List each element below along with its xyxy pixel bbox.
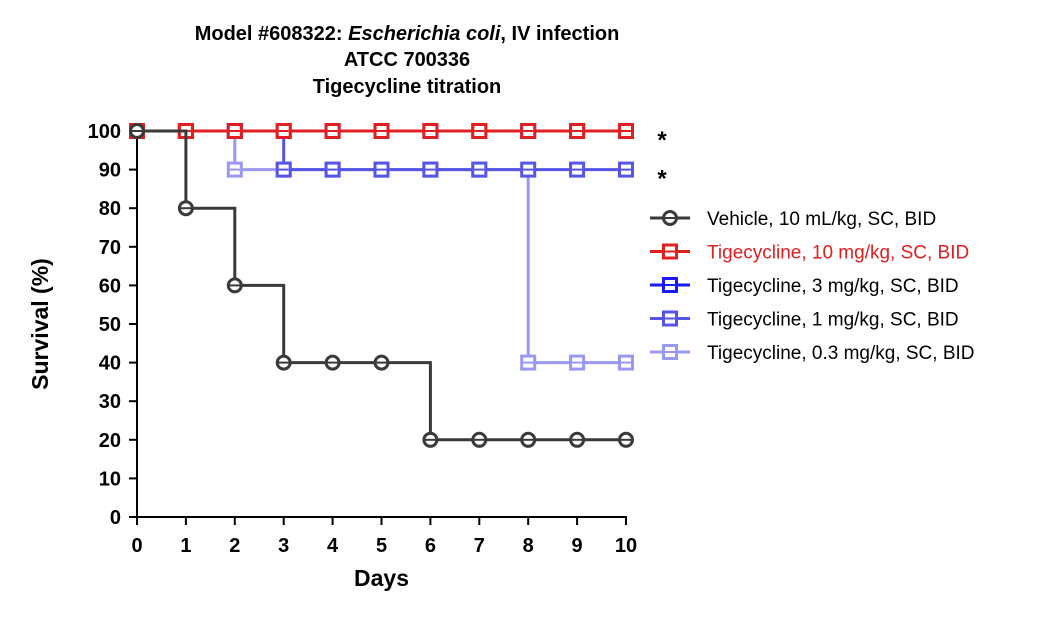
y-tick-label: 30	[99, 391, 121, 413]
x-tick-label: 6	[425, 535, 436, 557]
y-tick-label: 10	[99, 468, 121, 490]
legend-label: Vehicle, 10 mL/kg, SC, BID	[707, 209, 936, 230]
chart-title-line-1: Model #608322: Escherichia coli, IV infe…	[195, 23, 620, 46]
chart-title-line-2: ATCC 700336	[343, 49, 471, 71]
x-tick-label: 4	[327, 535, 339, 557]
y-tick-label: 60	[99, 275, 121, 297]
y-tick-label: 20	[99, 430, 121, 452]
legend-label: Tigecycline, 0.3 mg/kg, SC, BID	[707, 343, 975, 364]
y-tick-label: 100	[88, 121, 121, 143]
significance-asterisk: *	[657, 127, 667, 154]
y-tick-label: 90	[99, 160, 121, 182]
chart-title-line-3: Tigecycline titration	[312, 76, 502, 98]
chart-title-suffix: , IV infection	[500, 23, 620, 45]
legend-label: Tigecycline, 3 mg/kg, SC, BID	[707, 276, 959, 297]
y-axis-label: Survival (%)	[27, 258, 53, 390]
x-tick-label: 1	[180, 535, 191, 557]
y-tick-label: 70	[99, 237, 121, 259]
x-tick-label: 3	[278, 535, 289, 557]
x-tick-label: 0	[131, 535, 142, 557]
y-tick-label: 40	[99, 353, 121, 375]
y-tick-label: 50	[99, 314, 121, 336]
legend-label: Tigecycline, 1 mg/kg, SC, BID	[707, 310, 959, 331]
x-tick-label: 5	[376, 535, 387, 557]
y-tick-label: 0	[110, 507, 121, 529]
chart-title-prefix: Model #608322:	[194, 23, 349, 45]
y-tick-label: 80	[99, 198, 121, 220]
chart-title-organism: Escherichia coli	[348, 23, 501, 45]
x-axis-label: Days	[354, 565, 409, 591]
x-tick-label: 7	[474, 535, 485, 557]
x-tick-label: 10	[615, 535, 637, 557]
x-tick-label: 2	[229, 535, 240, 557]
x-tick-label: 9	[572, 535, 583, 557]
legend-label: Tigecycline, 10 mg/kg, SC, BID	[707, 243, 969, 264]
x-tick-label: 8	[523, 535, 534, 557]
significance-asterisk: *	[657, 166, 667, 193]
